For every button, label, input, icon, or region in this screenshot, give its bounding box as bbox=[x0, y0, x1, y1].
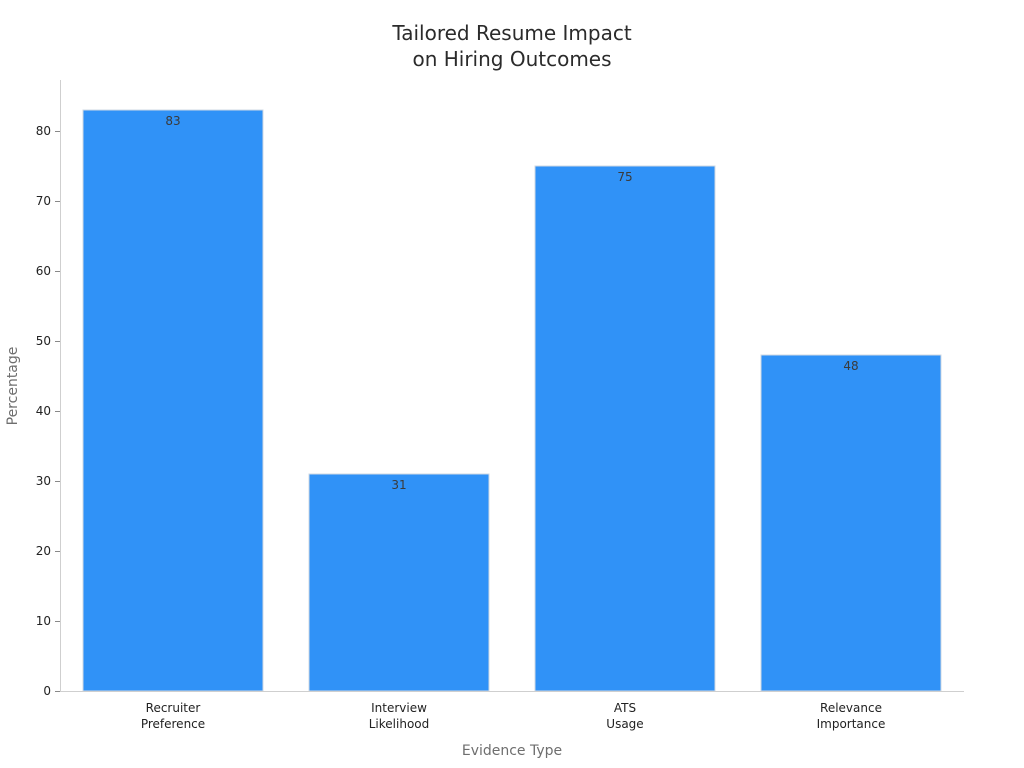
x-tick-labels-group: Recruiter Preference Interview Likelihood AT… bbox=[141, 701, 886, 731]
x-axis-title: Evidence Type bbox=[462, 743, 562, 759]
chart-title-line-2: on Hiring Outcomes bbox=[412, 47, 611, 71]
y-tick-label-1: 10 bbox=[36, 614, 51, 628]
data-label-0: 83 bbox=[165, 114, 180, 128]
y-axis-title: Percentage bbox=[5, 347, 21, 426]
data-label-2: 75 bbox=[617, 170, 632, 184]
x-tick-label-3-line-1: Relevance bbox=[820, 701, 882, 715]
bar-1 bbox=[308, 473, 490, 692]
x-tick-label-1-line-2: Likelihood bbox=[369, 717, 430, 731]
y-tick-label-0: 0 bbox=[43, 684, 51, 698]
bars-group: 83 31 75 48 bbox=[82, 109, 942, 692]
x-tick-label-2-line-1: ATS bbox=[614, 701, 636, 715]
y-ticks-group: 0 10 20 30 40 50 60 70 80 bbox=[36, 124, 60, 698]
x-tick-label-0-line-2: Preference bbox=[141, 717, 205, 731]
y-tick-label-7: 70 bbox=[36, 194, 51, 208]
x-tick-label-3-line-2: Importance bbox=[817, 717, 886, 731]
y-tick-label-4: 40 bbox=[36, 404, 51, 418]
y-tick-label-6: 60 bbox=[36, 264, 51, 278]
chart-title-line-1: Tailored Resume Impact bbox=[391, 21, 632, 45]
x-tick-label-0-line-1: Recruiter bbox=[146, 701, 201, 715]
bar-0 bbox=[82, 109, 264, 692]
y-tick-label-3: 30 bbox=[36, 474, 51, 488]
bar-2 bbox=[534, 165, 716, 692]
x-tick-label-2-line-2: Usage bbox=[606, 717, 643, 731]
y-tick-label-2: 20 bbox=[36, 544, 51, 558]
x-tick-label-1-line-1: Interview bbox=[371, 701, 427, 715]
data-label-3: 48 bbox=[843, 359, 858, 373]
data-label-1: 31 bbox=[391, 478, 406, 492]
y-tick-label-8: 80 bbox=[36, 124, 51, 138]
y-tick-label-5: 50 bbox=[36, 334, 51, 348]
bar-3 bbox=[760, 354, 942, 692]
